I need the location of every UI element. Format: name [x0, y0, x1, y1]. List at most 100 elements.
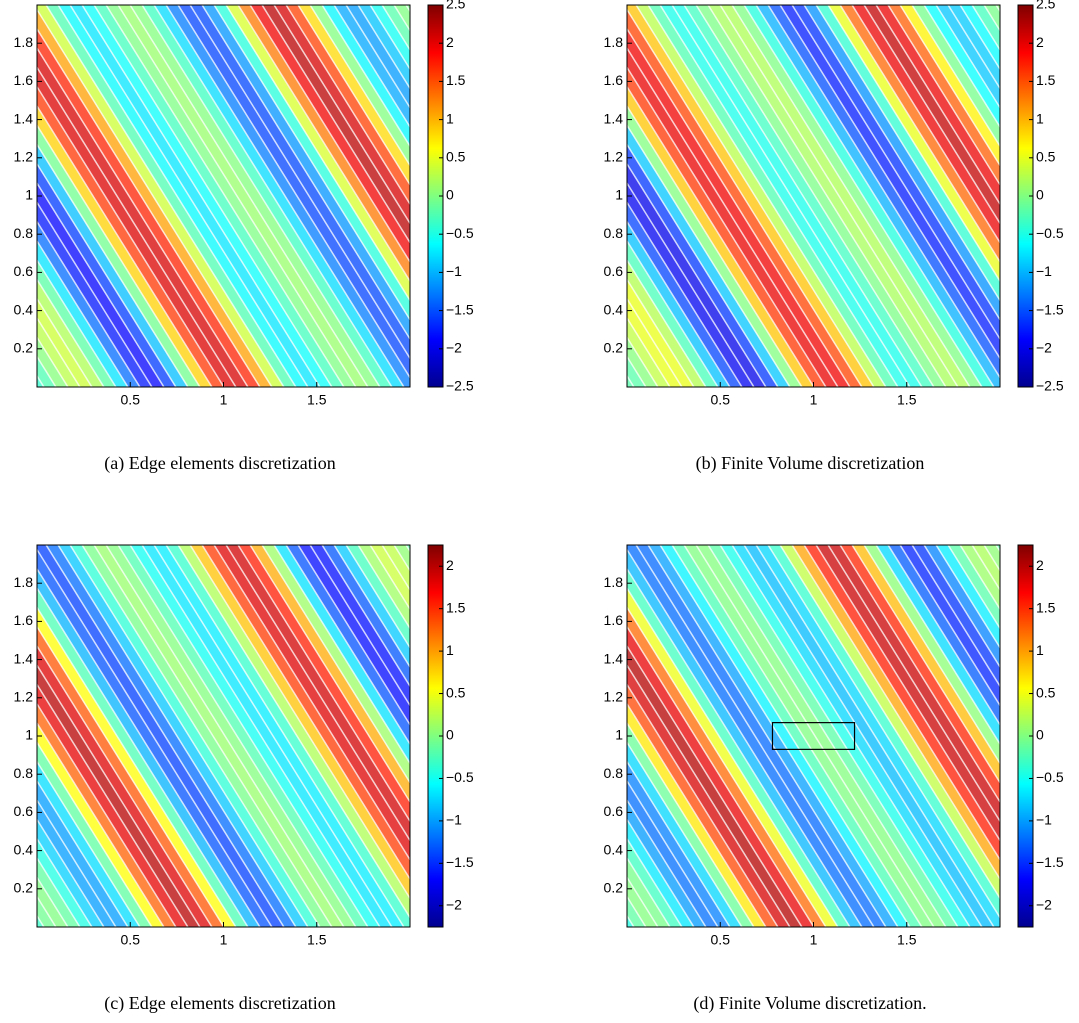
- contour-band: [37, 857, 81, 927]
- contour-gap: [201, 545, 410, 881]
- y-tick-label: 1: [25, 727, 33, 743]
- colorbar-tick-label: −1.5: [1036, 301, 1064, 317]
- contour-gap: [627, 625, 815, 927]
- contour-gap: [0, 0, 39, 437]
- contour-band: [959, 545, 1000, 610]
- contour-gap: [37, 220, 141, 387]
- contour-band: [37, 105, 213, 387]
- y-tick-label: 1.6: [14, 72, 34, 88]
- contour-gap: [627, 798, 707, 927]
- colorbar-tick-label: −0.5: [1036, 769, 1064, 785]
- contour-band: [273, 5, 410, 225]
- contour-band: [93, 5, 345, 387]
- contour-gap: [37, 46, 249, 387]
- highlight-box: [771, 722, 856, 750]
- contour-gap: [0, 0, 27, 437]
- contour-gap: [37, 856, 81, 927]
- contour-gap: [177, 545, 410, 919]
- contour-band: [627, 703, 767, 927]
- contour-band: [37, 741, 153, 927]
- contour-gap: [627, 27, 851, 387]
- contour-gap: [177, 5, 410, 379]
- x-tick-label: 0.5: [121, 932, 141, 948]
- contour-gap: [627, 297, 683, 387]
- contour-band: [911, 545, 1000, 687]
- contour-band: [37, 47, 249, 387]
- contour-gap: [105, 5, 345, 387]
- contour-band: [37, 683, 189, 927]
- contour-band: [627, 201, 743, 387]
- contour-band: [719, 5, 971, 387]
- contour-gap: [959, 545, 1000, 611]
- contour-gap: [273, 545, 410, 765]
- contour-band: [37, 876, 69, 927]
- contour-band: [627, 298, 683, 387]
- contour-band: [165, 5, 410, 387]
- y-tick-label: 1.4: [14, 650, 34, 666]
- contour-gap: [237, 545, 410, 823]
- contour-band: [93, 545, 345, 927]
- x-tick-label: 1.5: [307, 932, 327, 948]
- contour-gap: [647, 5, 887, 387]
- contour-band: [213, 545, 410, 861]
- x-tick-label: 1.5: [897, 932, 917, 948]
- contour-gap: [345, 5, 410, 110]
- contour-band: [627, 278, 695, 387]
- y-tick-label: 1: [25, 187, 33, 203]
- contour-gap: [627, 567, 851, 927]
- contour-band: [0, 0, 9, 437]
- contour-gap: [37, 683, 189, 927]
- colorbar-tick-label: −2: [446, 896, 462, 912]
- contour-band: [671, 545, 923, 927]
- x-tick-label: 0.5: [711, 392, 731, 408]
- colorbar-tick-label: −1: [446, 263, 462, 279]
- contour-gap: [695, 545, 935, 927]
- contour-gap: [69, 5, 309, 387]
- y-tick-label: 1.2: [14, 689, 34, 705]
- contour-band: [627, 143, 779, 387]
- contour-band: [627, 124, 791, 387]
- contour-gap: [261, 545, 410, 785]
- contour-band: [0, 495, 21, 977]
- contour-gap: [129, 5, 369, 387]
- contour-band: [309, 5, 410, 167]
- contour-band: [37, 259, 117, 387]
- contour-band: [37, 240, 129, 387]
- y-tick-label: 1.6: [14, 612, 34, 628]
- contour-gap: [117, 545, 357, 927]
- y-tick-label: 1: [615, 187, 623, 203]
- contour-band: [345, 545, 410, 649]
- contour-band: [141, 545, 393, 927]
- colorbar-tick-label: −2: [1036, 896, 1052, 912]
- contour-gap: [815, 545, 1000, 842]
- contour-gap: [1061, 0, 1079, 437]
- contour-band: [201, 545, 410, 880]
- contour-gap: [105, 545, 345, 927]
- y-tick-label: 1.8: [14, 34, 34, 50]
- contour-gap: [1073, 495, 1079, 977]
- contour-band: [707, 545, 959, 927]
- contour-band: [887, 5, 1000, 186]
- contour-gap: [37, 201, 153, 387]
- contour-band: [333, 5, 410, 128]
- contour-band: [37, 548, 273, 927]
- contour-gap: [369, 545, 410, 611]
- y-tick-label: 0.8: [14, 765, 34, 781]
- contour-gap: [671, 5, 911, 387]
- contour-gap: [321, 545, 410, 688]
- contour-gap: [627, 123, 791, 387]
- contour-gap: [743, 5, 983, 387]
- colorbar-tick-label: 1: [1036, 642, 1044, 658]
- y-tick-label: 1.2: [604, 689, 624, 705]
- contour-gap: [117, 5, 357, 387]
- contour-gap: [707, 545, 947, 927]
- contour-band: [37, 8, 273, 387]
- contour-band: [627, 587, 839, 927]
- contour-gap: [37, 258, 117, 387]
- contour-gap: [743, 545, 983, 927]
- y-tick-label: 0.6: [604, 803, 624, 819]
- contour-band: [803, 5, 1000, 321]
- y-tick-label: 0.2: [14, 880, 34, 896]
- contour-gap: [37, 123, 201, 387]
